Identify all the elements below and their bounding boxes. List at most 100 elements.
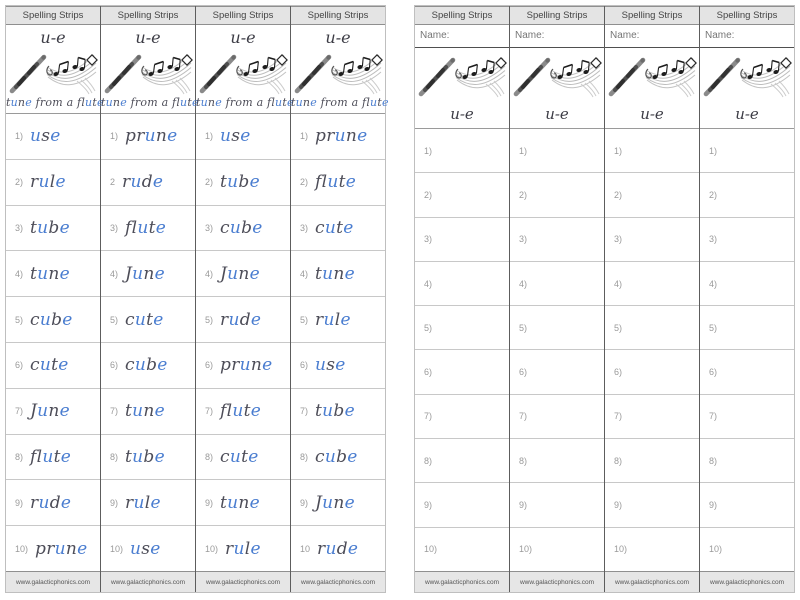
row-number: 1) xyxy=(15,131,24,142)
spelling-word: use xyxy=(30,126,61,147)
word-row: 4) tune xyxy=(6,251,100,298)
answer-row: 9) xyxy=(510,483,604,528)
spelling-word: June xyxy=(30,401,71,422)
answer-row: 1) xyxy=(510,129,604,174)
spelling-word: use xyxy=(130,538,161,559)
row-number: 2 xyxy=(110,177,116,188)
footer-url: www.galacticphonics.com xyxy=(700,571,794,592)
example-caption: tune from a flute xyxy=(101,96,198,114)
row-number: 6) xyxy=(205,360,214,371)
answer-row: 3) xyxy=(415,218,509,262)
phonics-pattern-title: u-e xyxy=(230,28,256,47)
spelling-word: cute xyxy=(220,446,259,467)
spelling-word: rule xyxy=(30,172,66,193)
phonics-pattern-title: u-e xyxy=(510,104,604,129)
spelling-word: flute xyxy=(220,401,262,422)
answer-row: 2) xyxy=(605,173,699,218)
word-row: 6) cube xyxy=(101,343,195,389)
word-rows: 1) use 2) tube 3) cube 4) June 5) rude 6) prune 7) fl… xyxy=(196,114,290,571)
flute-and-music-notes-icon xyxy=(703,57,792,98)
word-row: 3) cube xyxy=(196,206,290,252)
word-row: 8) flute xyxy=(6,435,100,481)
word-row: 5) rule xyxy=(291,297,385,343)
row-number: 1) xyxy=(519,145,528,156)
flute-and-music-notes-icon xyxy=(418,57,507,98)
row-number: 3) xyxy=(15,222,24,233)
row-number: 6) xyxy=(15,360,24,371)
row-number: 9) xyxy=(205,497,214,508)
answer-row: 2) xyxy=(510,173,604,218)
strip-header-title: Spelling Strips xyxy=(196,6,290,25)
row-number: 5) xyxy=(614,322,623,333)
word-row: 9) rude xyxy=(6,480,100,527)
row-number: 2) xyxy=(519,189,528,200)
answer-row: 5) xyxy=(415,306,509,351)
word-row: 9) tune xyxy=(196,480,290,527)
row-number: 1) xyxy=(300,131,309,142)
word-row: 5) cube xyxy=(6,297,100,343)
row-number: 9) xyxy=(300,497,309,508)
name-field-label: Name: xyxy=(700,25,794,48)
flute-image-box xyxy=(415,48,509,104)
answer-row: 6) xyxy=(605,350,699,395)
spelling-word: tune xyxy=(220,492,261,513)
word-row: 7) tune xyxy=(101,389,195,435)
word-row: 1) use xyxy=(6,114,100,160)
answer-row: 3) xyxy=(700,218,794,262)
row-number: 3) xyxy=(614,234,623,245)
word-row: 2) flute xyxy=(291,160,385,206)
word-row: 7) flute xyxy=(196,389,290,435)
row-number: 7) xyxy=(614,411,623,422)
row-number: 1) xyxy=(614,145,623,156)
word-row: 3) tube xyxy=(6,206,100,252)
word-row: 4) tune xyxy=(291,251,385,298)
spelling-word: rude xyxy=(317,538,359,559)
word-row: 6) cute xyxy=(6,343,100,389)
answer-row: 9) xyxy=(700,483,794,528)
answer-row: 5) xyxy=(605,306,699,351)
answer-row: 8) xyxy=(605,439,699,484)
row-number: 8) xyxy=(709,455,718,466)
spelling-word: cube xyxy=(30,309,73,330)
word-row: 7) June xyxy=(6,389,100,435)
spelling-word: rude xyxy=(30,492,72,513)
word-row: 2 rude xyxy=(101,160,195,206)
answer-row: 8) xyxy=(415,439,509,484)
row-number: 10) xyxy=(110,543,124,554)
row-number: 2) xyxy=(614,189,623,200)
row-number: 7) xyxy=(15,406,24,417)
row-number: 4) xyxy=(15,268,24,279)
spelling-word: prune xyxy=(220,355,273,376)
phonics-pattern-title: u-e xyxy=(40,28,66,47)
word-row: 5) cute xyxy=(101,297,195,343)
row-number: 1) xyxy=(110,131,119,142)
footer-url: www.galacticphonics.com xyxy=(415,571,509,592)
answer-row: 4) xyxy=(700,262,794,307)
row-number: 7) xyxy=(424,411,433,422)
row-number: 6) xyxy=(709,367,718,378)
word-row: 1) use xyxy=(196,114,290,160)
answer-row: 7) xyxy=(510,395,604,440)
answer-row: 5) xyxy=(510,306,604,351)
spelling-word: prune xyxy=(35,538,88,559)
spelling-word: tube xyxy=(30,217,70,238)
word-rows: 1) prune 2 rude 3) flute 4) June 5) cute 6) cube 7) t… xyxy=(101,114,195,571)
row-number: 4) xyxy=(110,268,119,279)
word-rows: 1) use 2) rule 3) tube 4) tune 5) cube 6) cute 7) Jun… xyxy=(6,114,100,571)
row-number: 2) xyxy=(709,189,718,200)
spelling-word: cute xyxy=(30,355,69,376)
flute-and-music-notes-icon xyxy=(9,54,98,95)
answer-row: 7) xyxy=(605,395,699,440)
row-number: 3) xyxy=(110,222,119,233)
flute-image-box xyxy=(605,48,699,104)
answer-row: 9) xyxy=(605,483,699,528)
spelling-strip-blank-2: Spelling Strips Name: u-e 1) 2) 3) 4) 5) 6) 7) 8)… xyxy=(510,6,605,592)
spelling-word: rude xyxy=(122,172,164,193)
spelling-strip-blank-1: Spelling Strips Name: u-e 1) 2) 3) 4) 5) 6) 7) 8)… xyxy=(415,6,510,592)
row-number: 7) xyxy=(110,406,119,417)
row-number: 10) xyxy=(15,543,29,554)
flute-and-music-notes-icon xyxy=(513,57,602,98)
row-number: 3) xyxy=(205,222,214,233)
row-number: 10) xyxy=(614,544,628,555)
spelling-strip-blank-4: Spelling Strips Name: u-e 1) 2) 3) 4) 5) 6) 7) 8)… xyxy=(700,6,794,592)
